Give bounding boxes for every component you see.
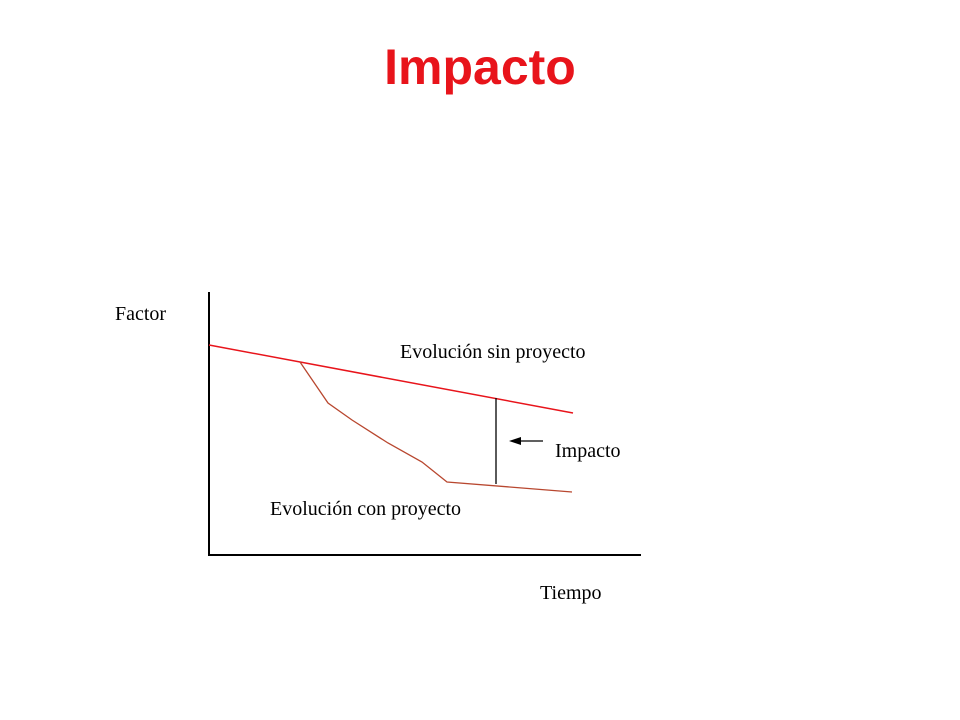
without-project-line [208,344,574,414]
with-project-label: Evolución con proyecto [270,498,461,520]
y-axis-label: Factor [115,303,166,325]
impact-arrow-head [509,437,521,445]
without-project-label: Evolución sin proyecto [400,341,586,363]
slide-title: Impacto [384,39,576,95]
x-axis-label: Tiempo [540,582,602,604]
with-project-line [299,361,573,493]
impact-label: Impacto [555,440,621,462]
